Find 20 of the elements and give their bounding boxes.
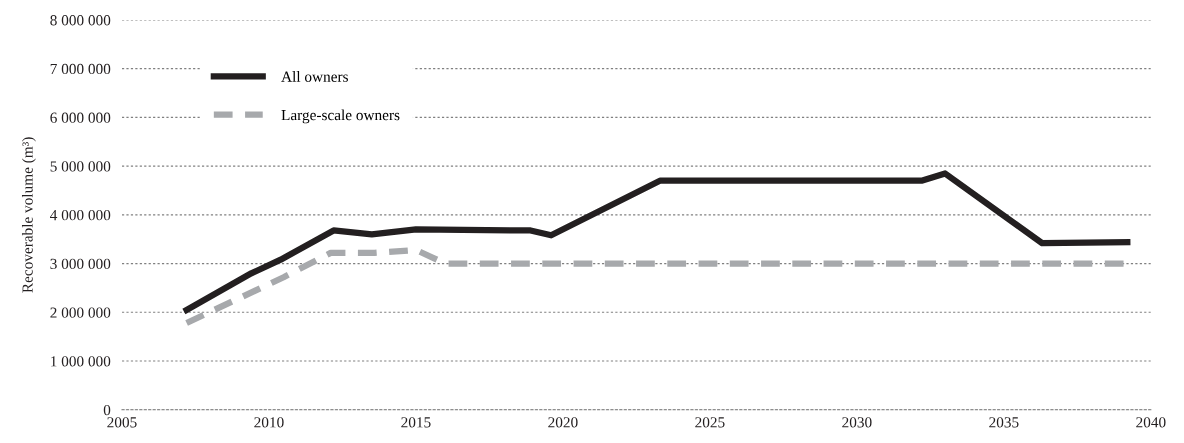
x-tick-label: 2030 (842, 417, 872, 428)
y-tick-label: 2 000 000 (50, 307, 111, 318)
y-tick-label: 4 000 000 (50, 210, 111, 221)
y-tick-label: 7 000 000 (50, 63, 111, 75)
legend-label: All owners (281, 71, 348, 82)
y-tick-label: 0 (103, 404, 111, 416)
x-tick-label: 2020 (548, 417, 578, 428)
y-tick-label: 1 000 000 (51, 356, 111, 367)
y-tick-label: 3 000 000 (50, 258, 111, 270)
x-tick-label: 2035 (989, 417, 1019, 428)
x-tick-label: 2010 (254, 417, 284, 428)
x-tick-label: 2025 (695, 417, 725, 428)
y-tick-label: 6 000 000 (50, 112, 111, 123)
x-tick-label: 2015 (401, 417, 431, 428)
y-axis-title: Recoverable volume (m³) (21, 137, 36, 293)
legend-label: Large-scale owners (281, 109, 400, 124)
y-tick-label: 8 000 000 (50, 15, 111, 26)
x-tick-label: 2005 (107, 417, 137, 428)
y-tick-label: 5 000 000 (50, 161, 111, 172)
x-tick-label: 2040 (1136, 417, 1166, 428)
